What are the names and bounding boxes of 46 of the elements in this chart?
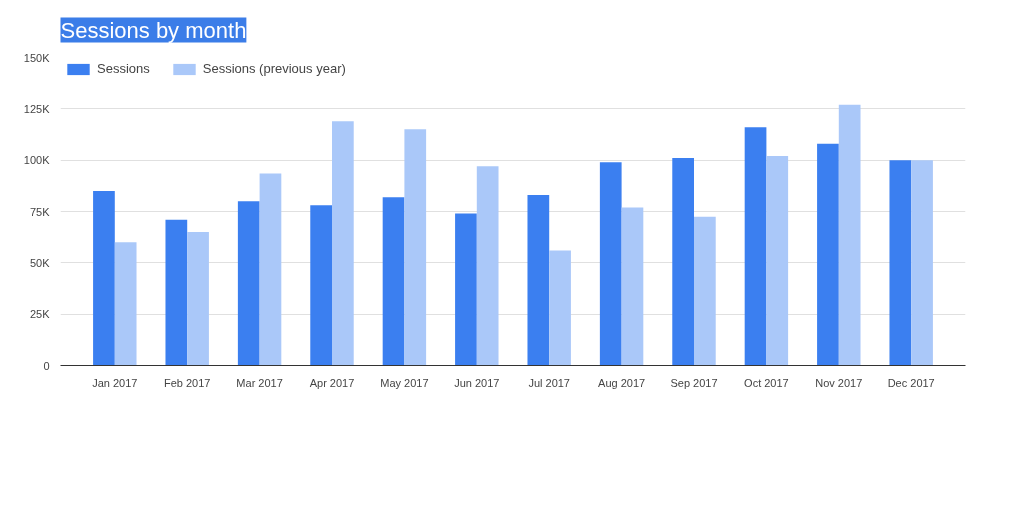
bar	[549, 250, 571, 366]
bar	[310, 205, 332, 366]
bar	[476, 166, 499, 366]
bar	[332, 121, 354, 366]
bar	[599, 162, 622, 366]
legend-label: Sessions (previous year)	[202, 61, 346, 76]
bar	[911, 160, 933, 366]
bar	[165, 219, 188, 366]
x-tick-label: Apr 2017	[309, 376, 355, 389]
x-tick-label: Aug 2017	[598, 376, 646, 389]
bar	[889, 160, 912, 366]
x-tick-label: Mar 2017	[236, 376, 283, 389]
y-tick-label: 125K	[23, 102, 51, 115]
bar	[382, 197, 405, 366]
bar	[237, 201, 260, 366]
bar	[527, 195, 550, 366]
bar	[93, 190, 115, 366]
y-tick-label: 100K	[23, 154, 51, 167]
y-tick-label: 150K	[23, 51, 51, 64]
bar	[766, 156, 789, 366]
bar	[817, 143, 839, 366]
x-tick-label: Feb 2017	[163, 376, 211, 389]
y-tick-label: 0	[43, 359, 50, 372]
bar	[672, 158, 694, 366]
chart-title: Sessions by month	[60, 17, 247, 43]
x-tick-label: Jan 2017	[92, 376, 138, 389]
y-tick-label: 25K	[29, 308, 51, 321]
y-tick-label: 50K	[29, 256, 51, 269]
bar	[404, 129, 427, 366]
bar	[744, 127, 767, 366]
legend-label: Sessions	[97, 61, 150, 76]
bar	[694, 216, 716, 366]
bar	[455, 213, 477, 366]
bar	[838, 104, 861, 366]
bar	[187, 232, 209, 366]
x-tick-label: Jun 2017	[454, 376, 500, 389]
x-tick-label: Oct 2017	[744, 376, 789, 389]
x-tick-label: Sep 2017	[670, 376, 718, 389]
y-tick-label: 75K	[29, 205, 51, 218]
bar	[259, 173, 282, 366]
x-tick-label: Dec 2017	[887, 376, 935, 389]
bar	[621, 207, 644, 366]
x-tick-label: May 2017	[380, 376, 429, 389]
x-tick-label: Nov 2017	[815, 376, 863, 389]
bar	[114, 242, 137, 366]
x-tick-label: Jul 2017	[528, 376, 570, 389]
